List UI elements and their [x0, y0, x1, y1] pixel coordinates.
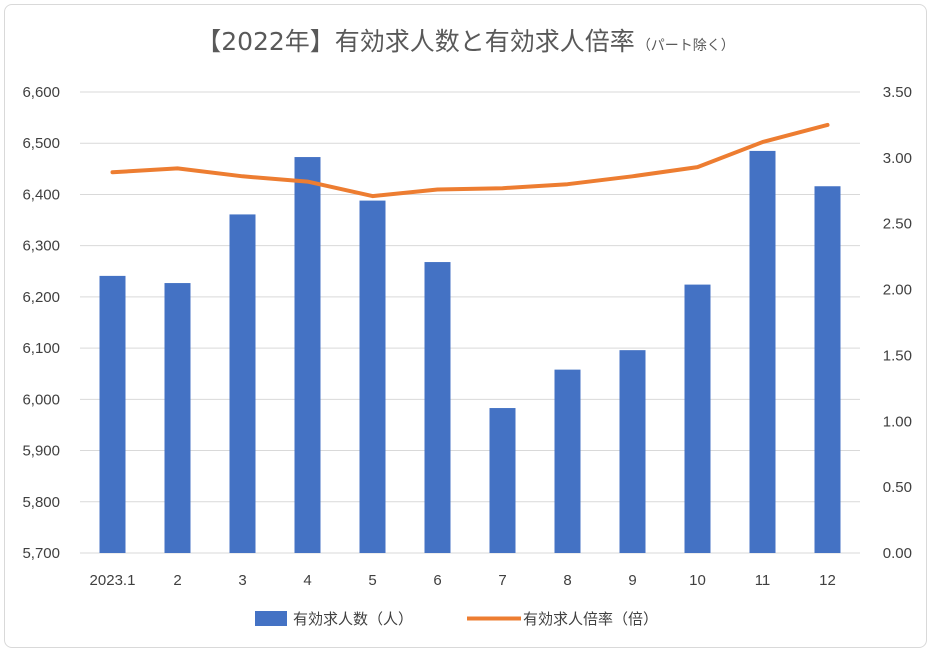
x-tick-label: 8 [563, 572, 571, 589]
legend-line-label: 有効求人倍率（倍） [523, 610, 658, 628]
bar [684, 284, 711, 553]
right-tick-label: 0.50 [883, 479, 912, 496]
bar-series [99, 150, 841, 553]
x-axis-ticks: 2023.1 2 3 4 5 6 7 8 9 10 11 12 [90, 572, 836, 589]
bar [359, 200, 386, 553]
left-tick-label: 5,700 [22, 545, 60, 562]
line-point [112, 171, 113, 173]
gridlines [80, 91, 860, 554]
line-point [177, 167, 178, 169]
ratio-line [110, 122, 830, 199]
left-tick-label: 6,200 [22, 289, 60, 306]
line-point [827, 124, 828, 126]
legend-bar-label: 有効求人数（人） [293, 610, 413, 628]
chart-title: 【2022年】有効求人数と有効求人倍率 （パート除く） [0, 22, 931, 58]
bar [424, 262, 451, 553]
right-tick-label: 0.00 [883, 545, 912, 562]
bar [229, 214, 256, 553]
line-series [110, 122, 830, 199]
left-tick-label: 6,000 [22, 391, 60, 408]
left-tick-label: 6,500 [22, 135, 60, 152]
line-point [632, 175, 633, 177]
left-tick-label: 6,100 [22, 340, 60, 357]
x-tick-label: 7 [498, 572, 506, 589]
right-tick-label: 1.00 [883, 413, 912, 430]
x-tick-label: 3 [238, 572, 246, 589]
bar [749, 150, 776, 553]
bar [99, 275, 126, 553]
line-point [567, 183, 568, 185]
line-point [697, 166, 698, 168]
chart-subtitle: （パート除く） [636, 38, 735, 54]
left-tick-label: 6,400 [22, 186, 60, 203]
x-tick-label: 6 [433, 572, 441, 589]
bar [294, 157, 321, 553]
line-point [242, 175, 243, 177]
right-tick-label: 2.00 [883, 282, 912, 299]
x-tick-label: 10 [689, 572, 706, 589]
legend-bar-swatch [255, 611, 287, 626]
bar [164, 283, 191, 553]
x-tick-label: 5 [368, 572, 376, 589]
line-point [372, 195, 373, 197]
right-axis-ticks: 0.00 0.50 1.00 1.50 2.00 2.50 3.00 3.50 [883, 84, 912, 562]
line-point [437, 188, 438, 190]
right-tick-label: 3.00 [883, 150, 912, 167]
left-tick-label: 5,800 [22, 494, 60, 511]
bar [489, 408, 516, 553]
legend: 有効求人数（人） 有効求人倍率（倍） [255, 610, 658, 628]
left-tick-label: 5,900 [22, 443, 60, 460]
chart-title-main: 【2022年】有効求人数と有効求人倍率 [196, 27, 635, 56]
bar [619, 350, 646, 553]
left-tick-label: 6,300 [22, 238, 60, 255]
bar [554, 369, 581, 553]
line-point [502, 187, 503, 189]
x-tick-label: 2 [173, 572, 181, 589]
right-tick-label: 3.50 [883, 84, 912, 101]
line-point [307, 181, 308, 183]
left-tick-label: 6,600 [22, 84, 60, 101]
x-tick-label: 9 [628, 572, 636, 589]
x-tick-label: 2023.1 [90, 572, 136, 589]
right-tick-label: 1.50 [883, 347, 912, 364]
x-tick-label: 4 [303, 572, 311, 589]
x-tick-label: 12 [819, 572, 836, 589]
x-tick-label: 11 [755, 572, 771, 589]
bar [814, 186, 841, 553]
line-point [762, 141, 763, 143]
right-tick-label: 2.50 [883, 216, 912, 233]
left-axis-ticks: 5,700 5,800 5,900 6,000 6,100 6,200 6,300 6,400… [22, 84, 60, 562]
